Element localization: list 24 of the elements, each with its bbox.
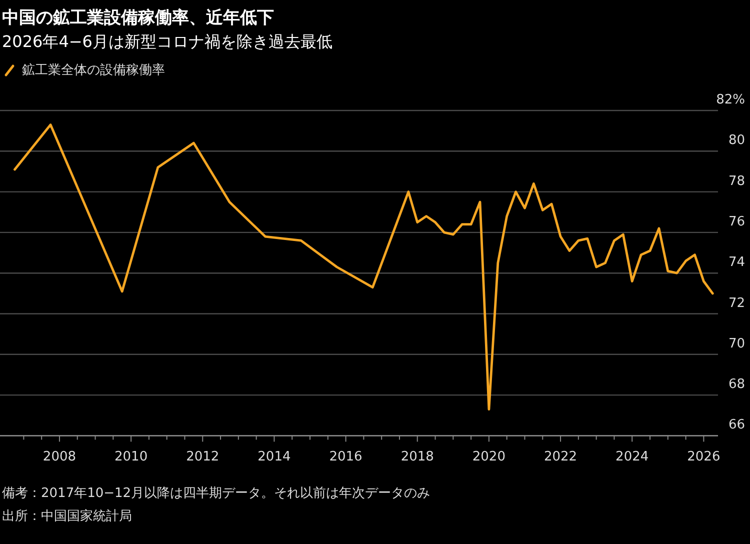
chart-subtitle: 2026年4−6月は新型コロナ禍を除き過去最低 [2,32,332,51]
y-tick-label: 74 [728,255,745,270]
chart-title: 中国の鉱工業設備稼働率、近年低下 [2,8,274,28]
y-tick-label: 80 [728,133,745,148]
text: 備考：2017年10−12月以降は四半期データ。それ以前は年次データのみ [2,486,430,501]
y-tick-label: 78 [728,174,745,189]
x-tick-label: 2012 [186,450,220,465]
x-tick-label: 2018 [400,450,434,465]
x-tick-label: 2024 [616,450,649,465]
x-tick-label: 2016 [329,450,362,465]
x-tick-label: 2020 [472,450,506,465]
y-tick-label: 70 [728,336,745,352]
y-tick-label: 68 [728,377,745,392]
y-tick-label: 76 [728,214,745,230]
y-tick-label: 82% [716,92,745,108]
x-tick-label: 2010 [114,450,148,465]
text: 出所：中国国家統計局 [2,508,132,524]
y-tick-label: 72 [728,296,745,311]
legend-label: 鉱工業全体の設備稼働率 [22,62,165,78]
x-tick-label: 2008 [42,450,76,465]
x-tick-label: 2014 [258,450,291,465]
x-tick-label: 2022 [544,450,578,465]
x-tick-label: 2026 [687,450,720,465]
y-tick-label: 66 [728,418,745,433]
